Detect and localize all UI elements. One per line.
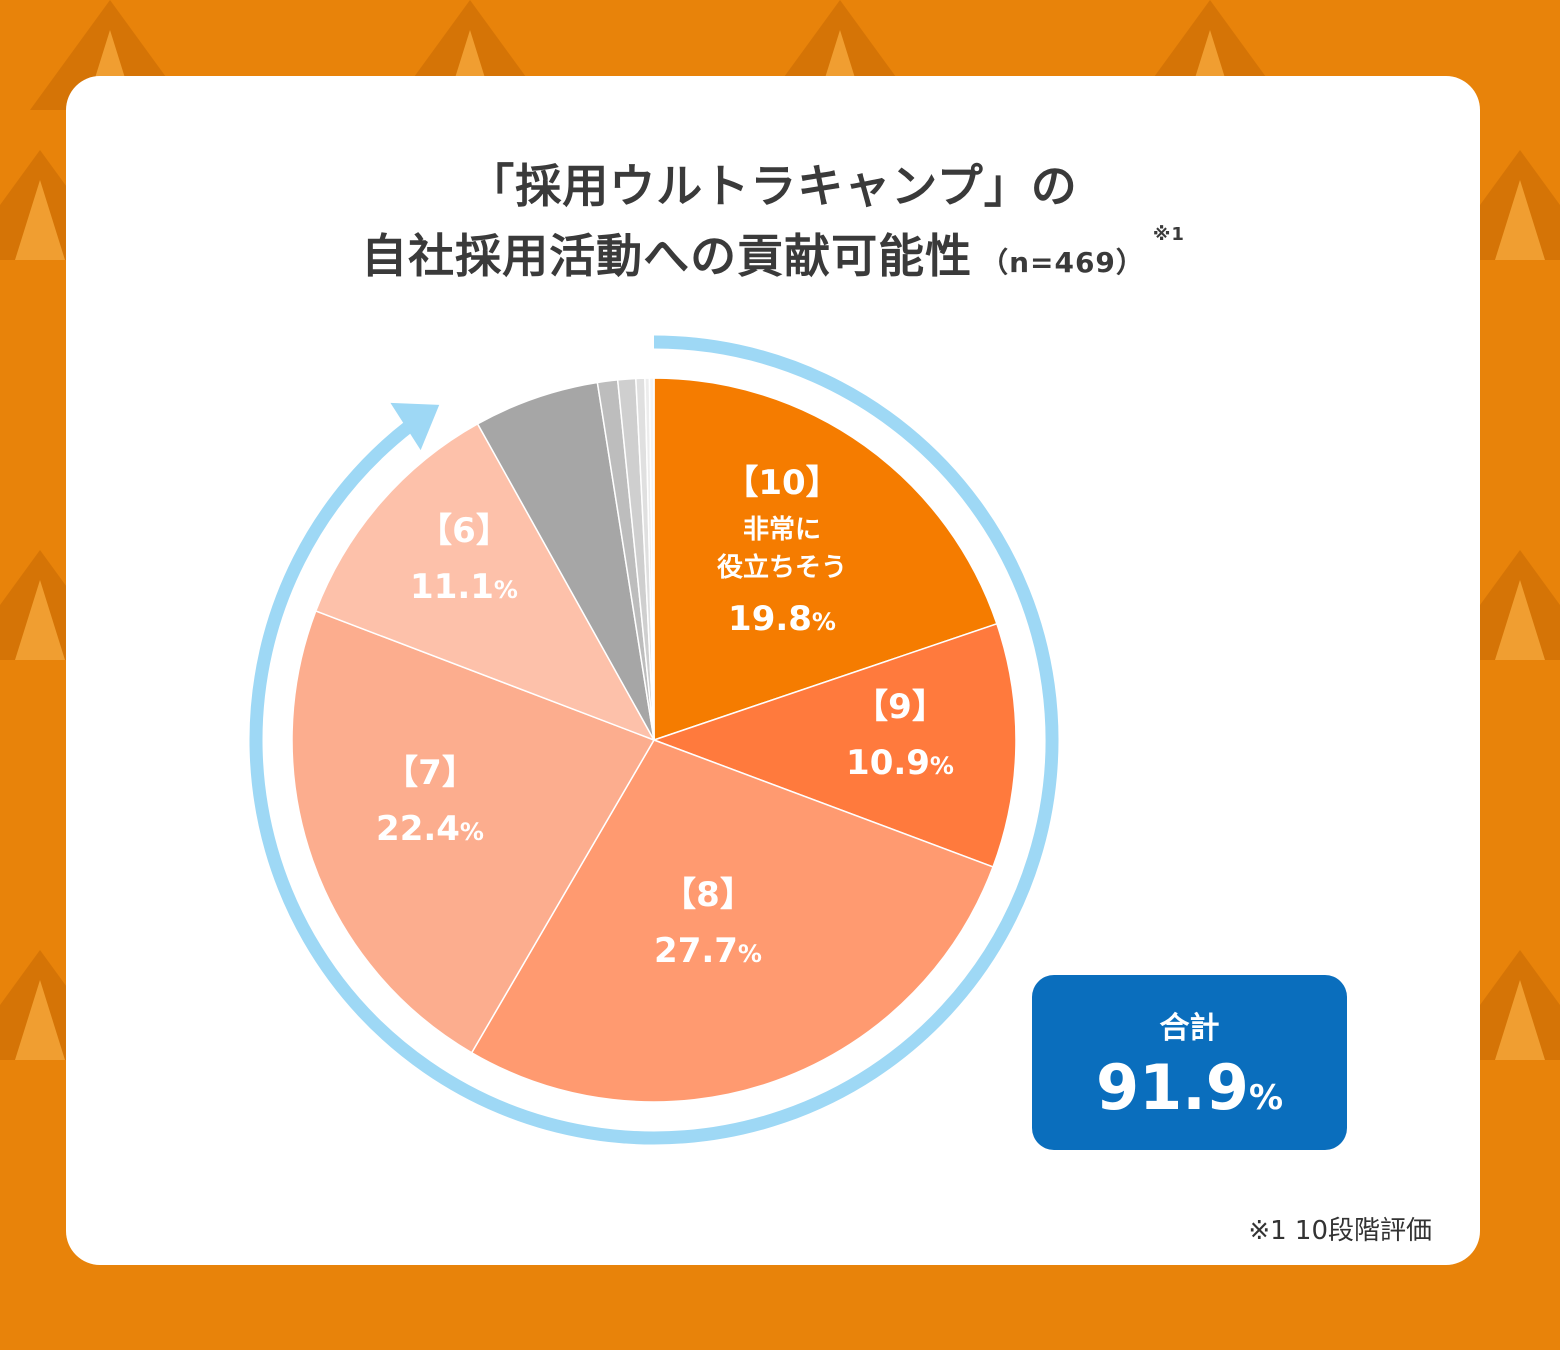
slice-value-label: 22.4% <box>376 809 484 849</box>
pie-slice <box>314 422 656 742</box>
total-number: 91.9 <box>1095 1051 1249 1124</box>
slice-value-label: 27.7% <box>654 931 762 971</box>
footnote-reference: ※1 <box>1152 224 1185 245</box>
slice-category-label: 【6】 <box>418 511 510 551</box>
slice-label-group: 【8】 27.7% <box>654 875 762 971</box>
sample-size: （n=469） <box>980 246 1145 279</box>
pie-slice <box>653 377 998 742</box>
total-label: 合計 <box>1159 1011 1220 1046</box>
pie-slice <box>476 381 655 741</box>
total-badge: 合計 91.9% <box>1032 975 1347 1150</box>
slice-sublabel: 非常に <box>743 515 821 545</box>
total-value: 91.9% <box>1032 1057 1347 1119</box>
title-text-2: 自社採用活動への貢献可能性 <box>361 229 973 283</box>
chart-title-line2: 自社採用活動への貢献可能性 （n=469） ※1 <box>66 220 1480 286</box>
footnote: ※1 10段階評価 <box>1248 1216 1432 1246</box>
slice-sublabel: 役立ちそう <box>717 552 847 583</box>
slice-category-label: 【7】 <box>384 753 476 793</box>
slice-value-label: 11.1% <box>410 567 518 607</box>
card-panel: 「採用ウルトラキャンプ」の 自社採用活動への貢献可能性 （n=469） ※1 【10… <box>66 76 1480 1265</box>
pie-slice <box>648 377 655 741</box>
chart-title-line1: 「採用ウルトラキャンプ」の <box>66 150 1480 216</box>
slice-label-group: 【7】 22.4% <box>376 753 484 849</box>
total-unit: % <box>1248 1078 1284 1118</box>
slice-category-label: 【8】 <box>662 875 754 915</box>
slice-label-group: 【6】 11.1% <box>410 511 518 607</box>
pie-slice <box>651 622 1017 868</box>
title-text-1: 「採用ウルトラキャンプ」の <box>468 159 1078 213</box>
slice-category-label: 【10】 <box>724 463 839 503</box>
slice-value-label: 19.8% <box>728 599 836 639</box>
arrowhead-icon <box>390 402 440 451</box>
slice-value-label: 10.9% <box>846 743 954 783</box>
slice-category-label: 【9】 <box>854 687 946 727</box>
cumulative-arrow-arc <box>249 335 1059 1145</box>
pie-slice <box>291 610 656 1054</box>
slice-label-group: 【9】 10.9% <box>846 687 954 783</box>
